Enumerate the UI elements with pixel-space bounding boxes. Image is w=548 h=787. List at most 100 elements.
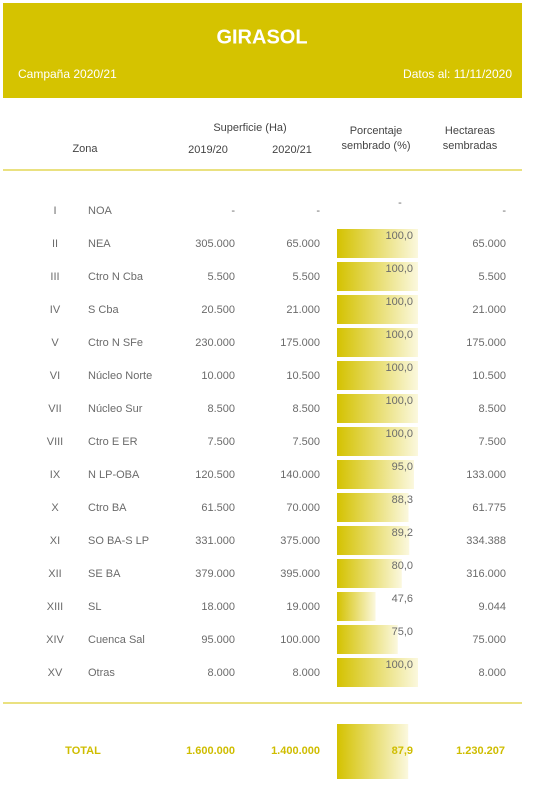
hectares: 334.388	[466, 535, 506, 547]
pct-label: 100,0	[385, 362, 413, 374]
zone-name: NOA	[88, 205, 113, 217]
pct-label: 95,0	[392, 461, 413, 473]
data-bar	[337, 427, 418, 456]
col-header: Zona	[72, 143, 98, 155]
total-2020: 1.400.000	[271, 745, 320, 757]
zone-number: I	[53, 205, 56, 217]
data-bar	[337, 559, 402, 588]
zone-name: Ctro BA	[88, 502, 127, 514]
hectares: 7.500	[478, 436, 506, 448]
pct-label: 100,0	[385, 395, 413, 407]
title: GIRASOL	[216, 26, 307, 48]
data-bar	[337, 493, 409, 522]
pct-label: 100,0	[385, 263, 413, 275]
data-bar	[337, 625, 398, 654]
area-2020: 140.000	[280, 469, 320, 481]
zone-name: S Cba	[88, 304, 119, 316]
col-header: Superficie (Ha)	[213, 122, 286, 134]
area-2019: -	[231, 205, 235, 217]
area-2020: 19.000	[286, 601, 320, 613]
hectares: 21.000	[472, 304, 506, 316]
zone-number: XI	[50, 535, 60, 547]
total-2019: 1.600.000	[186, 745, 235, 757]
zone-number: II	[52, 238, 58, 250]
area-2019: 61.500	[201, 502, 235, 514]
hectares: 65.000	[472, 238, 506, 250]
col-header: sembradas	[443, 140, 498, 152]
zone-name: Núcleo Sur	[88, 403, 143, 415]
hectares: 8.000	[478, 667, 506, 679]
zone-name: NEA	[88, 238, 111, 250]
total-hectares: 1.230.207	[456, 745, 505, 757]
col-header: sembrado (%)	[341, 140, 410, 152]
area-2019: 18.000	[201, 601, 235, 613]
col-header: Porcentaje	[350, 125, 403, 137]
hectares: 5.500	[478, 271, 506, 283]
pct-label: 100,0	[385, 428, 413, 440]
area-2020: 5.500	[292, 271, 320, 283]
data-bar	[337, 229, 418, 258]
pct-label: 100,0	[385, 329, 413, 341]
hectares: -	[502, 205, 506, 217]
data-bar	[337, 592, 376, 621]
data-bar	[337, 262, 418, 291]
zone-name: Ctro E ER	[88, 436, 138, 448]
zone-number: XIII	[47, 601, 64, 613]
zone-name: N LP-OBA	[88, 469, 140, 481]
campaign: Campaña 2020/21	[18, 67, 117, 81]
area-2020: -	[316, 205, 320, 217]
hectares: 316.000	[466, 568, 506, 580]
zone-number: VI	[50, 370, 60, 382]
pct-label: 100,0	[385, 230, 413, 242]
pct-label: 75,0	[392, 626, 413, 638]
pct-label: 47,6	[392, 593, 413, 605]
area-2020: 21.000	[286, 304, 320, 316]
zone-number: V	[51, 337, 59, 349]
data-bar	[337, 295, 418, 324]
area-2020: 175.000	[280, 337, 320, 349]
zone-name: SL	[88, 601, 101, 613]
data-bar	[337, 724, 409, 779]
pct-label: 100,0	[385, 659, 413, 671]
total-pct: 87,9	[392, 745, 413, 757]
hectares: 10.500	[472, 370, 506, 382]
col-header: 2020/21	[272, 144, 312, 156]
zone-name: Ctro N Cba	[88, 271, 144, 283]
zone-name: Otras	[88, 667, 115, 679]
total-label: TOTAL	[65, 745, 101, 757]
area-2019: 5.500	[207, 271, 235, 283]
area-2019: 120.500	[195, 469, 235, 481]
zone-name: SE BA	[88, 568, 121, 580]
pct-label: -	[398, 197, 402, 209]
pct-label: 89,2	[392, 527, 413, 539]
area-2020: 375.000	[280, 535, 320, 547]
area-2020: 70.000	[286, 502, 320, 514]
area-2019: 379.000	[195, 568, 235, 580]
area-2019: 7.500	[207, 436, 235, 448]
pct-label: 100,0	[385, 296, 413, 308]
area-2020: 395.000	[280, 568, 320, 580]
zone-number: XII	[48, 568, 61, 580]
area-2019: 95.000	[201, 634, 235, 646]
area-2019: 230.000	[195, 337, 235, 349]
area-2019: 8.000	[207, 667, 235, 679]
area-2020: 8.500	[292, 403, 320, 415]
area-2019: 8.500	[207, 403, 235, 415]
area-2019: 305.000	[195, 238, 235, 250]
data-bar	[337, 394, 418, 423]
data-bar	[337, 328, 418, 357]
zone-number: IX	[50, 469, 61, 481]
zone-number: XV	[48, 667, 63, 679]
date: Datos al: 11/11/2020	[403, 67, 512, 81]
zone-number: X	[51, 502, 59, 514]
zone-number: IV	[50, 304, 61, 316]
data-bar	[337, 460, 414, 489]
area-2020: 8.000	[292, 667, 320, 679]
data-bar	[337, 361, 418, 390]
data-bar	[337, 526, 410, 555]
hectares: 75.000	[472, 634, 506, 646]
col-header: Hectareas	[445, 125, 496, 137]
zone-name: SO BA-S LP	[88, 535, 149, 547]
